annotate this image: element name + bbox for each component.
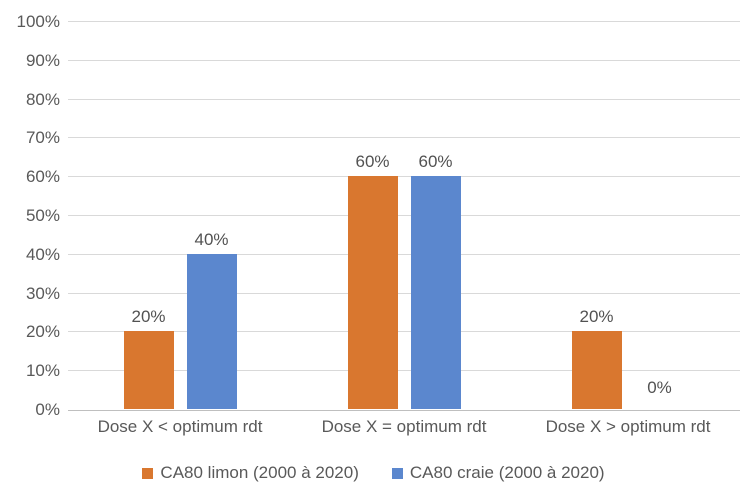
gridline — [68, 331, 740, 333]
gridline — [68, 215, 740, 216]
gridline — [68, 21, 740, 22]
category-group: 20% 0% — [516, 21, 740, 409]
legend: CA80 limon (2000 à 2020) CA80 craie (2000… — [0, 463, 747, 483]
y-axis-tick-label: 60% — [25, 167, 60, 187]
bar-column: 60% — [410, 21, 461, 409]
bar-value-label: 0% — [647, 378, 672, 397]
y-axis: 100% 90% 80% 70% 60% 50% 40% 30% 20% 10% 0% — [0, 13, 60, 419]
x-axis-category-label: Dose X = optimum rdt — [321, 417, 487, 436]
gridline — [68, 137, 740, 139]
bars-layer: 20% 40% 60% 60% 20% 0% — [68, 21, 740, 409]
gridline — [68, 98, 740, 100]
legend-swatch-icon — [391, 467, 403, 479]
bar-value-label: 60% — [418, 152, 453, 172]
bar-column: 60% — [347, 21, 398, 409]
bar-series-limon — [571, 331, 622, 409]
bar-column: 40% — [186, 21, 237, 409]
bar-value-label: 60% — [355, 152, 390, 172]
bar-column: 0% — [635, 21, 685, 409]
bar-column: 20% — [123, 21, 174, 409]
x-axis-category-label: Dose X < optimum rdt — [97, 417, 263, 436]
bar-value-label: 20% — [579, 307, 614, 327]
gridline — [68, 370, 740, 372]
y-axis-tick-label: 10% — [25, 361, 60, 381]
gridline — [68, 253, 740, 255]
bar-column: 20% — [571, 21, 622, 409]
gridline — [68, 292, 740, 294]
gridline — [68, 176, 740, 178]
y-axis-tick-label: 40% — [25, 244, 60, 264]
bar-series-limon — [123, 331, 174, 409]
legend-item: CA80 craie (2000 à 2020) — [391, 463, 605, 483]
y-axis-tick-label: 100% — [16, 12, 60, 31]
plot-area: 20% 40% 60% 60% 20% 0% — [68, 21, 740, 411]
y-axis-tick-label: 50% — [25, 206, 60, 225]
category-group: 60% 60% — [292, 21, 516, 409]
gridline — [68, 59, 740, 61]
bar-series-craie — [186, 253, 237, 409]
y-axis-tick-label: 20% — [25, 322, 60, 342]
bar-series-craie — [410, 176, 461, 409]
y-axis-tick-label: 80% — [25, 89, 60, 109]
bar-series-limon — [347, 176, 398, 409]
category-group: 20% 40% — [68, 21, 292, 409]
legend-label: CA80 limon (2000 à 2020) — [160, 463, 359, 482]
y-axis-tick-label: 30% — [25, 283, 60, 303]
bar-value-label: 40% — [194, 229, 229, 249]
y-axis-tick-label: 70% — [25, 128, 60, 148]
y-axis-tick-label: 0% — [35, 400, 60, 419]
x-axis: Dose X < optimum rdt Dose X = optimum rdt… — [68, 417, 740, 437]
y-axis-tick-label: 90% — [25, 50, 60, 70]
legend-swatch-icon — [142, 467, 154, 479]
x-axis-category-label: Dose X > optimum rdt — [545, 417, 711, 436]
x-axis-line — [68, 410, 740, 411]
legend-item: CA80 limon (2000 à 2020) — [142, 463, 359, 483]
legend-label: CA80 craie (2000 à 2020) — [409, 463, 605, 482]
bar-value-label: 20% — [131, 307, 166, 327]
